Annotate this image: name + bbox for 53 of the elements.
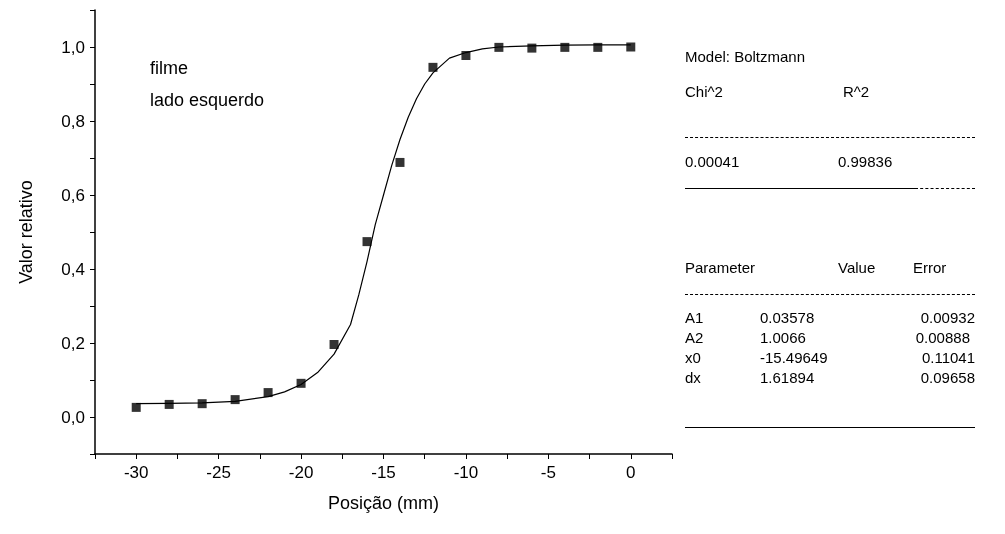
text: 0.99836 bbox=[838, 153, 893, 170]
point bbox=[263, 388, 273, 398]
y-tick-label: 0,6 bbox=[61, 185, 85, 205]
y-axis-title: Valor relativo bbox=[16, 180, 36, 284]
y-tick-label: 0,8 bbox=[61, 111, 85, 131]
point bbox=[494, 42, 504, 52]
point bbox=[527, 43, 537, 53]
point bbox=[362, 237, 372, 247]
text: 0.00932 bbox=[920, 309, 975, 326]
annotation: filme bbox=[150, 58, 189, 79]
x-tick-label: -5 bbox=[540, 463, 556, 482]
x-tick-label: -10 bbox=[453, 463, 479, 482]
point bbox=[395, 157, 405, 167]
x-tick-label: -25 bbox=[206, 463, 231, 482]
text: 0.03578 bbox=[760, 309, 815, 326]
point bbox=[626, 42, 636, 52]
point bbox=[164, 399, 174, 409]
text: R^2 bbox=[843, 83, 870, 100]
text: x0 bbox=[685, 349, 701, 366]
text: 0.09658 bbox=[920, 369, 975, 386]
x-tick-label: -20 bbox=[288, 463, 314, 482]
text: A2 bbox=[685, 329, 704, 346]
text: 0.11041 bbox=[921, 349, 975, 366]
text: Chi^2 bbox=[685, 83, 723, 100]
x-axis-title: Posição (mm) bbox=[327, 493, 440, 513]
text: -15.49649 bbox=[760, 349, 828, 366]
point bbox=[428, 62, 438, 72]
annotation: lado esquerdo bbox=[150, 90, 265, 111]
x-tick-label: -15 bbox=[371, 463, 396, 482]
y-tick-label: 0,4 bbox=[61, 259, 85, 279]
text: 1.0066 bbox=[760, 329, 806, 346]
text: dx bbox=[685, 369, 701, 386]
point bbox=[560, 42, 570, 52]
point bbox=[593, 42, 603, 52]
point bbox=[230, 395, 240, 405]
x-tick-label: 0 bbox=[626, 463, 636, 482]
point bbox=[461, 51, 471, 61]
text: A1 bbox=[685, 309, 704, 326]
point bbox=[296, 378, 306, 388]
point bbox=[131, 402, 141, 412]
x-tick-label: -30 bbox=[123, 463, 149, 482]
y-tick-label: 1,0 bbox=[61, 37, 85, 57]
point bbox=[329, 339, 339, 349]
text: Value bbox=[838, 259, 876, 276]
text: 1.61894 bbox=[760, 369, 815, 386]
y-tick-label: 0,2 bbox=[61, 333, 85, 353]
text: 0.00041 bbox=[685, 153, 740, 170]
text: 0.00888 bbox=[915, 329, 970, 346]
text: Parameter bbox=[685, 259, 756, 276]
text: Error bbox=[913, 259, 947, 276]
point bbox=[197, 399, 207, 409]
y-tick-label: 0,0 bbox=[61, 407, 85, 427]
text: Model: Boltzmann bbox=[685, 48, 806, 65]
